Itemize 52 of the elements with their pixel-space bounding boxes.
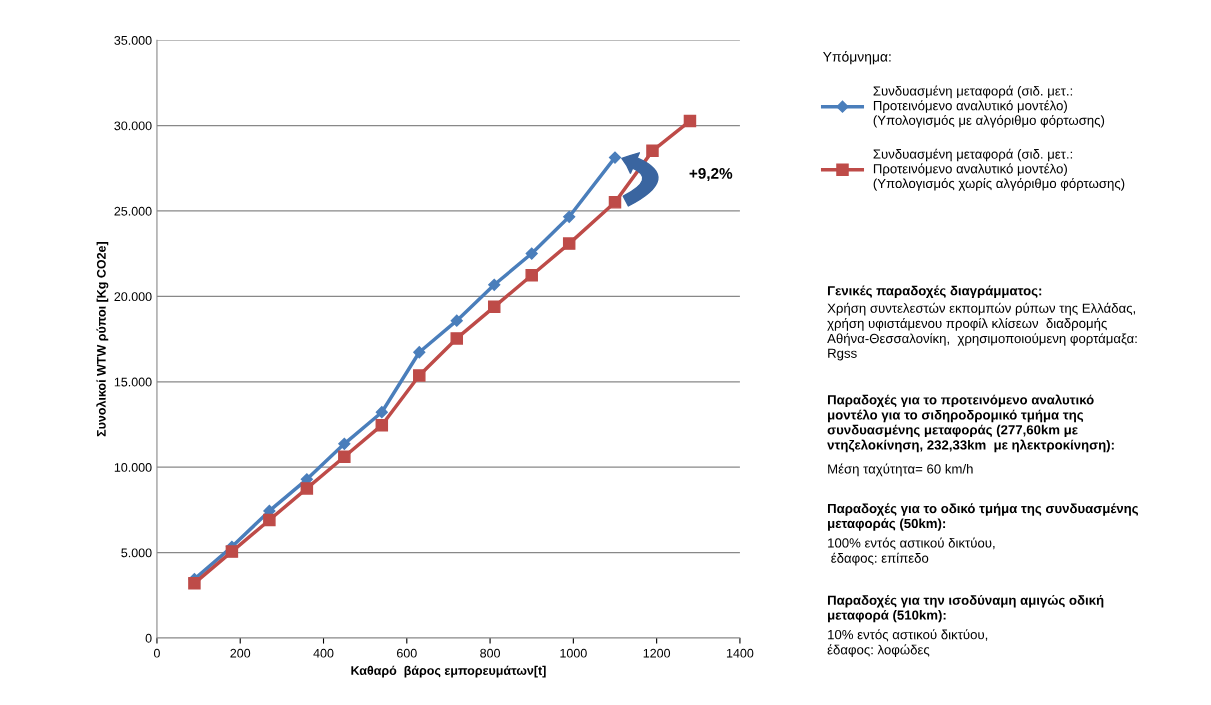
- point: [413, 369, 426, 382]
- point: [563, 210, 576, 223]
- point: [525, 247, 538, 260]
- annotation: +9,2%: [689, 167, 733, 182]
- point: [608, 196, 622, 209]
- y-tick-label: 20.000: [114, 292, 152, 302]
- y-tick-label: 0: [145, 633, 152, 643]
- x-tick-label: 1400: [726, 648, 754, 658]
- y-tick-label: 15.000: [114, 377, 152, 387]
- x-tick-label: 1200: [643, 648, 671, 658]
- point: [413, 346, 426, 359]
- point: [450, 332, 464, 345]
- x-tick-label: 0: [153, 648, 160, 658]
- x-tick-label: 800: [480, 648, 501, 658]
- text: Γενικές παραδοχές διαγράμματος:: [828, 285, 1042, 298]
- legend-title: Υπόμνημα:: [823, 51, 891, 65]
- point: [525, 268, 538, 282]
- legend-label: Συνδυασμένη μεταφορά (σιδ. μετ.: Προτεινόμενο αναλυτικό μοντέλο) (Υπολογισμός χωρίς αλγόριθμο φόρτωσης): [873, 148, 1125, 191]
- point: [487, 300, 501, 314]
- point: [300, 482, 314, 495]
- x-tick-label: 400: [313, 648, 334, 658]
- point: [450, 314, 463, 327]
- legend-label: Συνδυασμένη μεταφορά (σιδ. μετ.: Προτεινόμενο αναλυτικό μοντέλο) (Υπολογισμός με αλγόριθμο φόρτωσης): [873, 85, 1105, 128]
- point: [338, 450, 351, 464]
- text: Χρήση συντελεστών εκπομπών ρύπων της Ελλάδας, χρήση υφιστάμενου προφίλ κλίσεων διαδρομής Αθήνα-Θεσσαλονίκη, χρησιμοποιούμενη φορτάμαξα: Rgss: [827, 302, 1137, 361]
- x-tick-label: 1000: [560, 648, 587, 658]
- text: 100% εντός αστικού δικτύου, έδαφος: επίπεδο: [828, 537, 995, 566]
- point: [608, 151, 622, 164]
- point: [225, 545, 239, 558]
- point: [562, 237, 576, 250]
- point: [263, 513, 276, 527]
- x-tick-label: 200: [230, 648, 251, 658]
- y-axis-title: Συνολικοί WTW ρύποι [Kg CO2e]: [96, 242, 109, 437]
- y-tick-label: 30.000: [114, 121, 152, 131]
- point: [646, 144, 659, 158]
- text: Παραδοχές για την ισοδύναμη αμιγώς οδική μεταφορά (510km):: [828, 595, 1104, 623]
- x-axis-title: Καθαρό βάρος εμπορευμάτων[t]: [351, 665, 546, 678]
- text: Μέση ταχύτητα= 60 km/h: [828, 463, 973, 477]
- text: Παραδοχές για το προτεινόμενο αναλυτικό μοντέλο για το σιδηροδρομικό τμήμα της συνδυασμένης μεταφοράς (277,60km με ντηζελοκίνηση, 232,33km με ηλεκτροκίνηση):: [827, 394, 1114, 453]
- text: 10% εντός αστικού δικτύου, έδαφος: λοφώδες: [827, 629, 988, 658]
- y-tick-label: 5.000: [121, 548, 152, 558]
- y-tick-label: 35.000: [114, 35, 152, 45]
- y-tick-label: 25.000: [114, 206, 152, 216]
- text: Παραδοχές για το οδικό τμήμα της συνδυασμένης μεταφοράς (50km):: [828, 503, 1139, 531]
- point: [188, 576, 201, 590]
- x-tick-label: 600: [397, 648, 417, 658]
- point: [683, 114, 697, 128]
- y-tick-label: 10.000: [114, 463, 152, 472]
- point: [375, 418, 389, 432]
- point: [375, 406, 388, 419]
- point: [488, 278, 501, 291]
- point: [338, 437, 351, 450]
